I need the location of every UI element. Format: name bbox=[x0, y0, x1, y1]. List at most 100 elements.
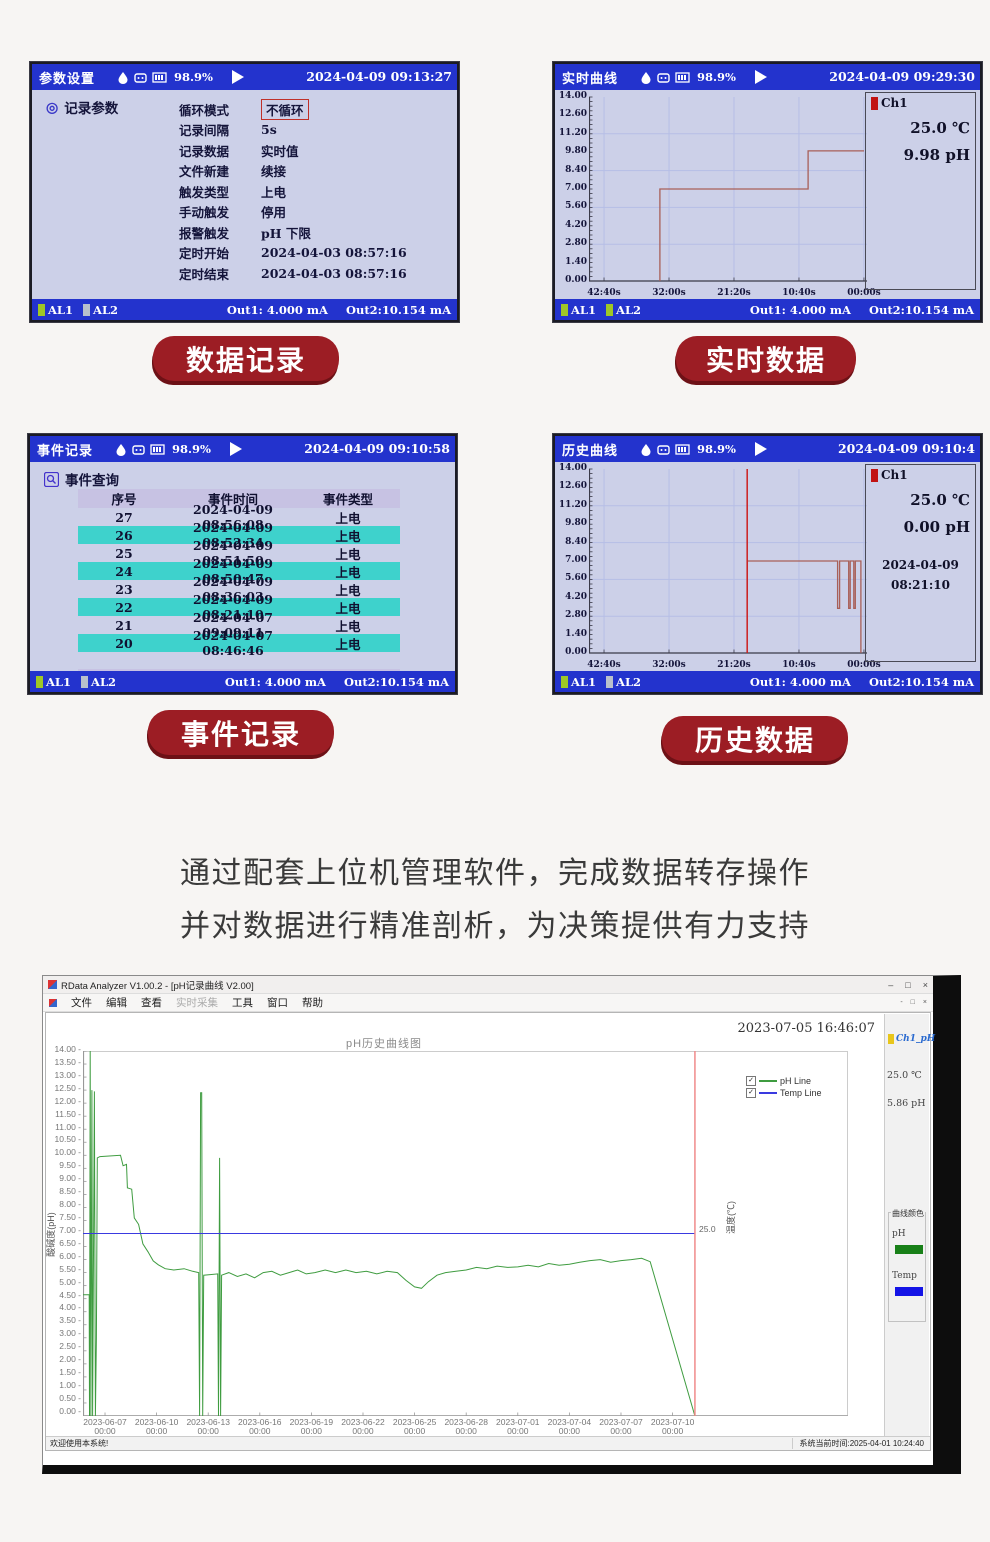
device-screen-title: 事件记录 bbox=[37, 442, 94, 458]
status-message: 欢迎使用本系统! bbox=[46, 1438, 794, 1449]
event-cell: 上电 bbox=[335, 600, 361, 616]
minimize-button[interactable]: – bbox=[888, 979, 894, 990]
checkbox-checked-icon[interactable]: ✓ bbox=[746, 1076, 756, 1086]
close-button[interactable]: × bbox=[922, 979, 928, 990]
parameter-label: 循环模式 bbox=[179, 103, 230, 118]
event-table-row[interactable]: 22 2024-04-09 08:21:10 上电 bbox=[78, 592, 400, 622]
parameter-value: 停用 bbox=[261, 205, 287, 221]
x-axis-labels: 42:40s 32:00s 21:20s 10:40s 00:00s bbox=[587, 660, 880, 672]
usb-icon bbox=[132, 444, 145, 455]
battery-percentage: 98.9% bbox=[174, 70, 213, 84]
parameter-value: 不循环 bbox=[261, 98, 309, 120]
y-tick-label: 11.50 - bbox=[55, 1108, 81, 1119]
event-table-row[interactable]: 23 2024-04-09 08:36:03 上电 bbox=[78, 574, 400, 604]
y-tick-label: 14.00 - bbox=[54, 1044, 81, 1054]
y-tick-label: 2.80 bbox=[565, 610, 587, 621]
event-table-row[interactable]: 21 2024-04-07 09:09:11 上电 bbox=[78, 610, 400, 640]
legend-entry: ✓ Temp Line bbox=[746, 1087, 822, 1099]
device-footer: AL1 AL2 Out1: 4.000 mA Out2:10.154 mA bbox=[30, 671, 455, 692]
mdi-controls: - □ × bbox=[900, 999, 927, 1006]
usb-icon bbox=[134, 72, 147, 83]
y-tick-label: 12.60 bbox=[558, 481, 587, 492]
event-table-row[interactable]: 27 2024-04-09 08:56:08 上电 bbox=[78, 502, 400, 532]
al1-indicator bbox=[561, 675, 568, 688]
record-running-icon bbox=[229, 442, 242, 456]
menu-查看[interactable]: 查看 bbox=[141, 997, 162, 1009]
realtime-chart bbox=[589, 96, 867, 282]
event-cell: 27 bbox=[115, 509, 133, 525]
event-table: 序号 事件时间 事件类型 27 2024-04-09 08:56:08 上电 26 2024-… bbox=[78, 489, 400, 682]
device-datetime: 2024-04-09 09:10:58 bbox=[304, 441, 450, 456]
ph-color-swatch[interactable] bbox=[895, 1245, 923, 1254]
y-tick-label: 14.00 bbox=[558, 91, 587, 101]
out2-value: Out2:10.154 mA bbox=[343, 674, 449, 689]
y-tick-label: 11.00 - bbox=[55, 1121, 81, 1132]
menu-窗口[interactable]: 窗口 bbox=[267, 997, 288, 1009]
parameter-label: 记录间隔 bbox=[179, 124, 230, 139]
event-table-header: 序号 事件时间 事件类型 bbox=[78, 489, 400, 508]
device-header: 事件记录 98.9% 2024-04-09 09:10:58 bbox=[30, 436, 455, 462]
al1-indicator bbox=[36, 675, 43, 688]
cursor-date: 2024-04-09 bbox=[882, 558, 959, 572]
curve-color-group-title: 曲线颜色 bbox=[891, 1208, 925, 1219]
x-tick-label: 21:20s bbox=[717, 288, 751, 298]
parameter-label: 记录数据 bbox=[179, 144, 230, 159]
checkbox-checked-icon[interactable]: ✓ bbox=[746, 1088, 756, 1098]
mdi-minimize-button[interactable]: - bbox=[900, 999, 903, 1006]
event-cell: 2024-04-09 08:56:08 bbox=[193, 502, 273, 532]
event-cell: 23 bbox=[115, 581, 133, 597]
menu-工具[interactable]: 工具 bbox=[232, 997, 253, 1009]
label-data-record: 数据记录 bbox=[153, 336, 339, 381]
parameter-list: 循环模式 不循环 记录间隔 5s 记录数据 实时值 文件新建 续接 触发类型 上电 手动触发 停用 报警… bbox=[179, 98, 449, 284]
parameter-value: 2024-04-03 08:57:16 bbox=[261, 245, 407, 261]
y-tick-label: 9.00 - bbox=[59, 1173, 81, 1184]
column-header: 事件时间 bbox=[207, 493, 258, 507]
menu-文件[interactable]: 文件 bbox=[71, 997, 92, 1009]
mdi-close-button[interactable]: × bbox=[922, 999, 927, 1006]
temp-color-swatch[interactable] bbox=[895, 1287, 923, 1296]
statusbar: 欢迎使用本系统! 系统当前时间:2025-04-01 10:24:40 bbox=[46, 1436, 930, 1450]
y-tick-label: 14.00 bbox=[558, 463, 587, 473]
maximize-button[interactable]: □ bbox=[905, 979, 911, 990]
temperature-value: 25.0 ℃ bbox=[910, 491, 970, 509]
menu-items: 文件 编辑 查看 实时采集 工具 窗口 帮助 bbox=[71, 995, 323, 1010]
legend-entry: ✓ pH Line bbox=[746, 1075, 822, 1087]
event-table-row[interactable]: 24 2024-04-09 08:50:47 上电 bbox=[78, 556, 400, 586]
record-params-icon: ◎ bbox=[46, 99, 59, 115]
history-chart bbox=[589, 468, 867, 654]
mdi-restore-button[interactable]: □ bbox=[910, 999, 915, 1006]
device-datetime: 2024-04-09 09:29:30 bbox=[829, 69, 975, 84]
battery-icon bbox=[675, 443, 690, 455]
device-header: 实时曲线 98.9% 2024-04-09 09:29:30 bbox=[555, 64, 980, 90]
device-datetime: 2024-04-09 09:13:27 bbox=[306, 69, 452, 84]
menu-编辑[interactable]: 编辑 bbox=[106, 997, 127, 1009]
event-table-row[interactable]: 25 2024-04-09 08:51:50 上电 bbox=[78, 538, 400, 568]
window-titlebar: RData Analyzer V1.00.2 - [pH记录曲线 V2.00] … bbox=[43, 976, 933, 994]
event-table-row[interactable]: 20 2024-04-07 08:46:46 上电 bbox=[78, 628, 400, 658]
al2-indicator bbox=[606, 675, 614, 688]
parameter-row: 循环模式 不循环 bbox=[179, 98, 449, 120]
menu-实时采集[interactable]: 实时采集 bbox=[176, 997, 218, 1009]
device-screen-parameter-settings: 参数设置 98.9% 2024-04-09 09:13:27 ◎ 记录参数 循环… bbox=[30, 62, 459, 322]
device-status-icons bbox=[640, 71, 691, 84]
legend-label: pH Line bbox=[780, 1076, 812, 1086]
y-tick-label: 10.50 - bbox=[54, 1134, 81, 1145]
rdata-analyzer-window: RData Analyzer V1.00.2 - [pH记录曲线 V2.00] … bbox=[42, 975, 961, 1474]
device-datetime: 2024-04-09 09:10:4 bbox=[837, 441, 975, 456]
channel-legend: Ch1 25.0 ℃ 0.00 pH 2024-04-09 08:21:10 bbox=[865, 464, 976, 662]
al1-indicator bbox=[38, 303, 45, 316]
parameter-label: 定时结束 bbox=[179, 267, 230, 282]
droplet-icon bbox=[116, 443, 126, 456]
label-history-data: 历史数据 bbox=[662, 716, 848, 761]
event-table-row[interactable]: 26 2024-04-09 08:52:34 上电 bbox=[78, 520, 400, 550]
menu-帮助[interactable]: 帮助 bbox=[302, 997, 323, 1009]
event-cell: 21 bbox=[115, 617, 133, 633]
x-tick-label: 32:00s bbox=[652, 660, 686, 670]
device-status-icons bbox=[640, 443, 691, 456]
y-tick-label: 1.00 - bbox=[59, 1379, 81, 1390]
status-system-time: 系统当前时间:2025-04-01 10:24:40 bbox=[799, 1439, 924, 1448]
y-tick-label: 0.00 - bbox=[59, 1405, 81, 1416]
device-status-icons bbox=[115, 443, 166, 456]
x-tick-label: 2023-06-10 00:00 bbox=[134, 1417, 179, 1436]
